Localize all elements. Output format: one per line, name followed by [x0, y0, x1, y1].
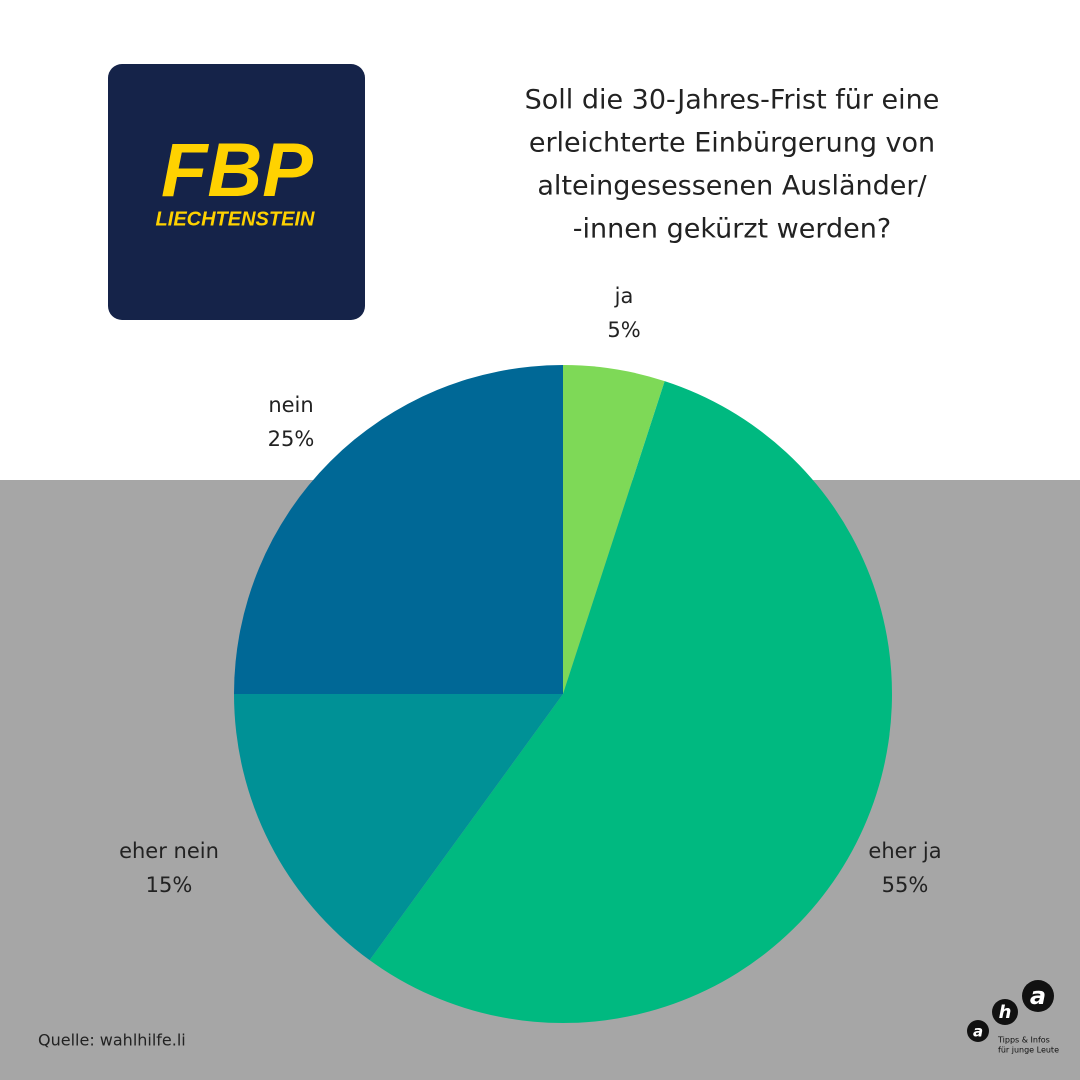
logo-text: FBP — [161, 128, 313, 213]
slice-value: 55% — [882, 873, 929, 897]
aha-letter: h — [999, 1002, 1012, 1023]
aha-line: für junge Leute — [998, 1046, 1059, 1055]
slice-label: eher nein — [119, 839, 219, 863]
pie — [234, 365, 893, 1024]
slice-value: 25% — [268, 427, 315, 451]
aha-letter: a — [973, 1023, 983, 1041]
aha-circle — [1022, 980, 1054, 1012]
slice-value: 15% — [146, 873, 193, 897]
pie-slice — [234, 365, 563, 694]
title-line: erleichterte Einbürgerung von — [529, 128, 935, 159]
pie-slice — [234, 694, 563, 961]
title-line: alteingesessenen Ausländer/ — [537, 171, 927, 202]
slice-label: nein — [268, 393, 313, 417]
aha-circle — [992, 999, 1018, 1025]
slice-label: ja — [614, 284, 634, 308]
aha-line: Tipps & Infos — [997, 1036, 1050, 1045]
slice-value: 5% — [607, 318, 640, 342]
source: Quelle: wahlhilfe.li — [38, 1031, 186, 1050]
pie-slice — [563, 365, 665, 694]
fbp-logo: FBP LIECHTENSTEIN — [108, 64, 365, 320]
aha-logo: a h a Tipps & Infos für junge Leute — [967, 980, 1059, 1055]
slice-label: eher ja — [868, 839, 941, 863]
aha-letter: a — [1030, 982, 1046, 1010]
logo-subtext: LIECHTENSTEIN — [156, 208, 315, 230]
title-line: -innen gekürzt werden? — [573, 214, 891, 245]
title-line: Soll die 30-Jahres-Frist für eine — [525, 85, 940, 116]
pie-slice — [369, 381, 893, 1024]
aha-circle — [967, 1020, 989, 1042]
logo-box — [108, 64, 365, 320]
